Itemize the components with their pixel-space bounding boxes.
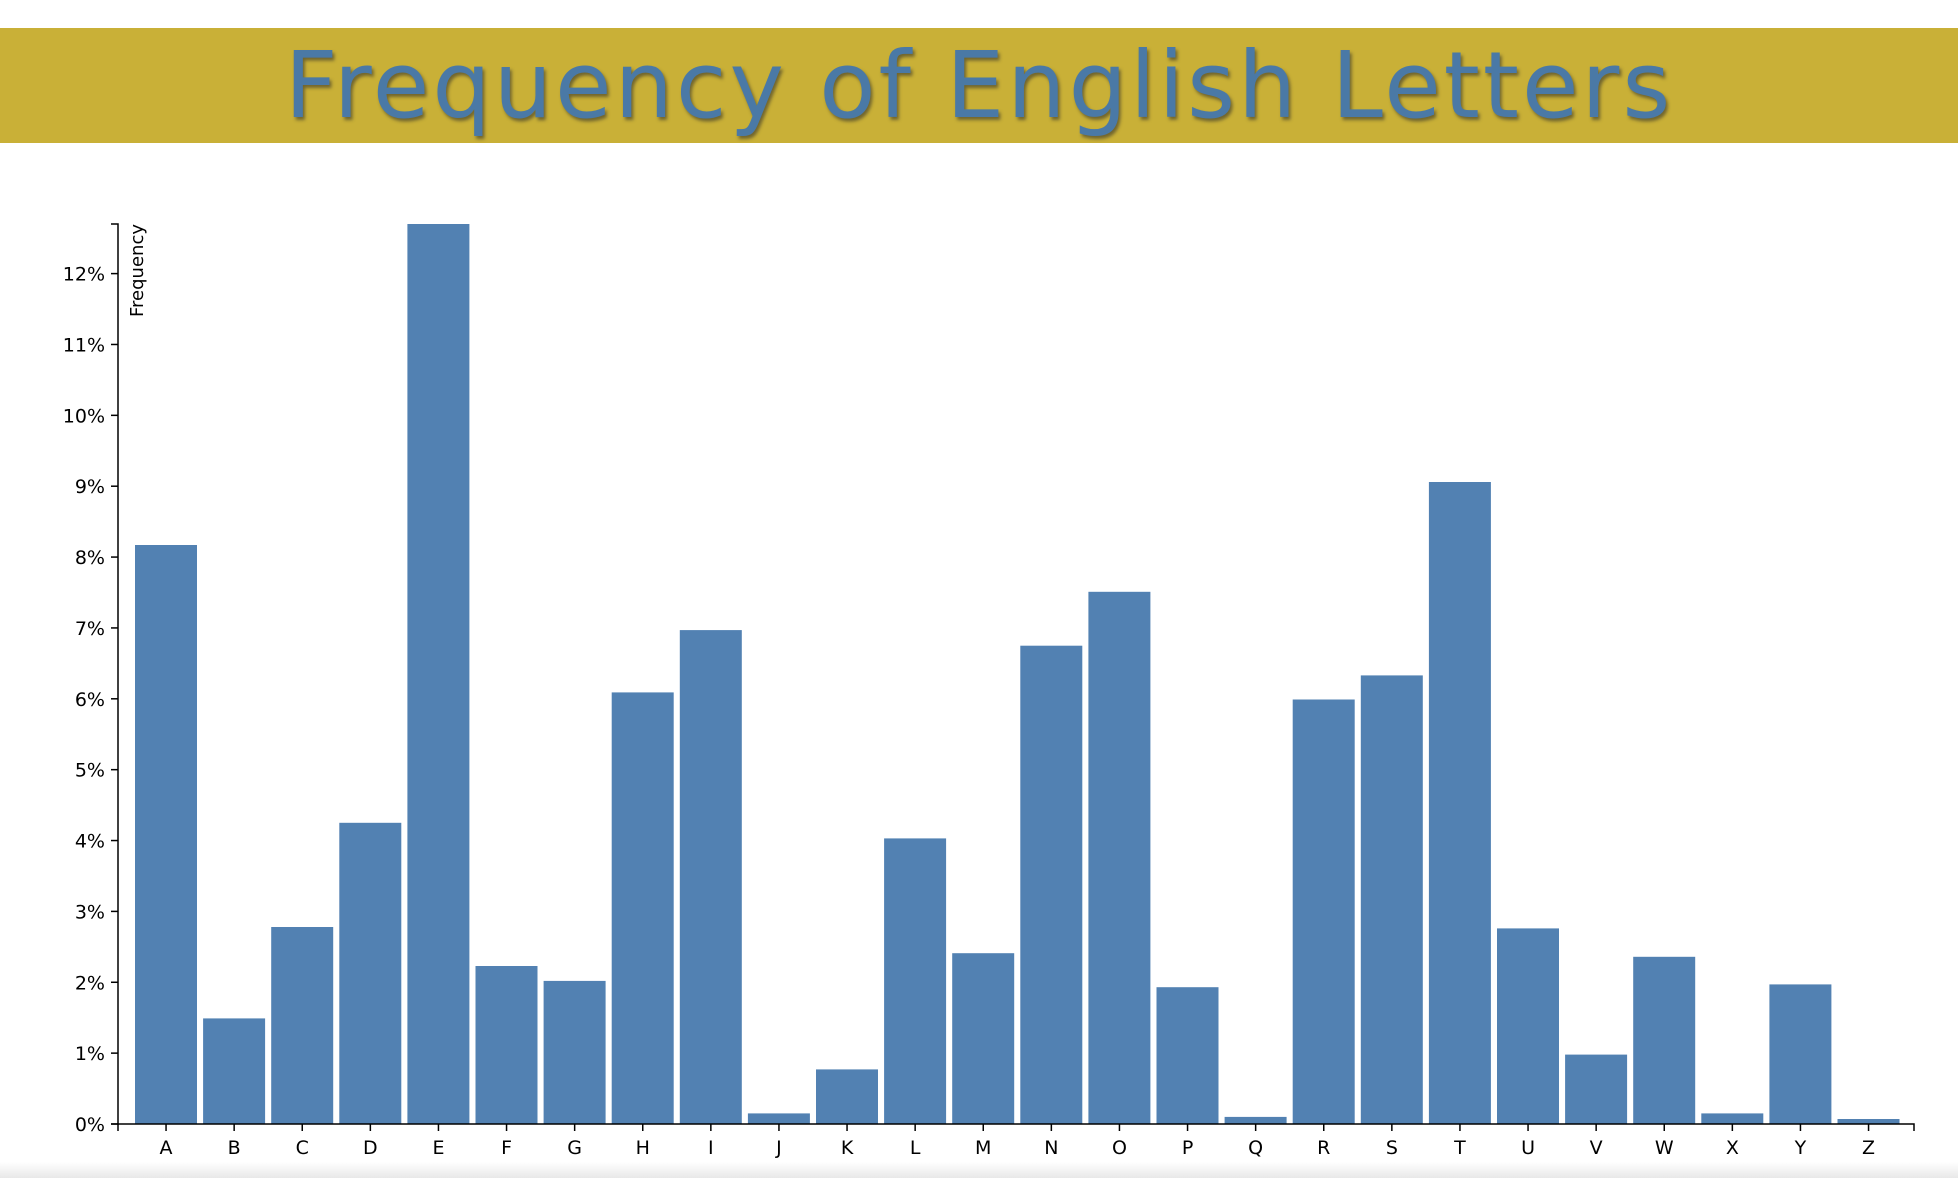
bar-r xyxy=(1292,699,1355,1124)
bar-j xyxy=(747,1113,810,1124)
x-tick-label: X xyxy=(1726,1137,1739,1159)
x-tick-label: C xyxy=(296,1137,309,1159)
x-tick-label: U xyxy=(1521,1137,1535,1159)
bar-f xyxy=(475,966,538,1124)
bar-x xyxy=(1701,1113,1764,1124)
bar-a xyxy=(135,545,197,1124)
bar-e xyxy=(407,224,470,1124)
x-tick-label: D xyxy=(363,1137,378,1159)
bar-m xyxy=(952,953,1015,1124)
x-axis-line xyxy=(117,1123,1915,1131)
bar-v xyxy=(1565,1054,1628,1124)
y-tick-label: 2% xyxy=(75,972,105,994)
x-tick-label: V xyxy=(1590,1137,1603,1159)
bar-z xyxy=(1837,1119,1900,1124)
bar-n xyxy=(1020,645,1083,1124)
y-tick-label: 6% xyxy=(75,689,105,711)
x-tick-label: Z xyxy=(1862,1137,1875,1159)
x-axis: A B C D E F G H I J K L M N O P Q R S T U V W X Y Z xyxy=(117,1123,1915,1159)
y-tick-label: 4% xyxy=(75,831,105,853)
bar-b xyxy=(203,1018,266,1124)
bar-c xyxy=(271,927,334,1124)
x-tick-label: S xyxy=(1386,1137,1398,1159)
x-tick-label: G xyxy=(567,1137,582,1159)
title-banner: Frequency of English Letters xyxy=(0,28,1958,143)
bar-d xyxy=(339,822,402,1124)
chart-title: Frequency of English Letters xyxy=(284,32,1674,139)
x-tick-label: H xyxy=(636,1137,650,1159)
bar-p xyxy=(1156,987,1219,1124)
bottom-edge-shade xyxy=(0,1162,1958,1178)
x-tick-label: K xyxy=(841,1137,854,1159)
bar-g xyxy=(543,980,606,1124)
x-tick-label: W xyxy=(1655,1137,1674,1159)
y-tick-label: 5% xyxy=(75,760,105,782)
bar-y xyxy=(1769,984,1832,1124)
bar-q xyxy=(1224,1116,1287,1124)
bar-k xyxy=(816,1069,878,1124)
y-tick-label: 10% xyxy=(63,405,105,427)
y-tick-label: 9% xyxy=(75,476,105,498)
x-tick-label: B xyxy=(228,1137,241,1159)
y-tick-label: 0% xyxy=(75,1114,105,1136)
y-axis-line xyxy=(111,223,119,1125)
y-tick-label: 11% xyxy=(63,334,105,356)
y-tick-label: 12% xyxy=(63,264,105,286)
bar-i xyxy=(679,630,742,1124)
x-tick-label: T xyxy=(1453,1137,1466,1159)
y-tick-label: 7% xyxy=(75,618,105,640)
y-tick-label: 1% xyxy=(75,1043,105,1065)
bar-o xyxy=(1088,591,1151,1124)
x-tick-label: F xyxy=(501,1137,512,1159)
x-tick-label: Y xyxy=(1794,1137,1807,1159)
x-tick-label: N xyxy=(1044,1137,1058,1159)
bar-l xyxy=(884,838,947,1124)
x-tick-label: P xyxy=(1182,1137,1193,1159)
x-tick-label: M xyxy=(975,1137,991,1159)
bar-s xyxy=(1360,675,1423,1124)
x-tick-label: J xyxy=(775,1137,782,1159)
x-tick-label: R xyxy=(1317,1137,1330,1159)
x-tick-label: A xyxy=(160,1137,173,1159)
x-tick-label: E xyxy=(432,1137,444,1159)
x-tick-label: Q xyxy=(1248,1137,1263,1159)
x-tick-label: O xyxy=(1112,1137,1127,1159)
y-axis-label: Frequency xyxy=(127,224,148,317)
bar-t xyxy=(1428,482,1491,1124)
y-tick-label: 8% xyxy=(75,547,105,569)
bar-u xyxy=(1497,928,1559,1124)
y-axis: 0% 1% 2% 3% 4% 5% 6% 7% 8% 9% 10% 11% 12% xyxy=(63,223,119,1136)
x-tick-label: I xyxy=(708,1137,714,1159)
bars-group xyxy=(135,224,1900,1124)
y-tick-label: 3% xyxy=(75,901,105,923)
bar-w xyxy=(1633,956,1696,1124)
bar-h xyxy=(611,692,674,1124)
x-tick-label: L xyxy=(910,1137,921,1159)
